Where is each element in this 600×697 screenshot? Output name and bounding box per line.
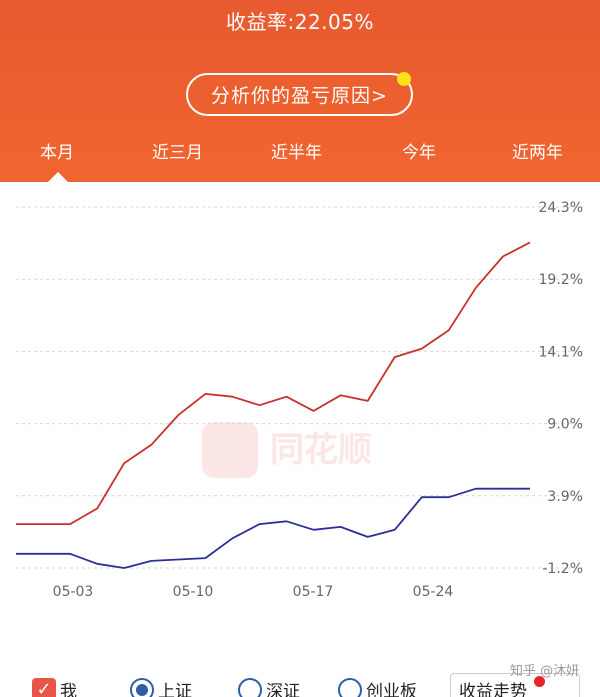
tab-two-years[interactable]: 近两年	[512, 143, 563, 163]
watermark: 同花顺	[200, 418, 400, 482]
watermark-logo-icon	[202, 422, 258, 478]
y-tick-label: -1.2%	[542, 561, 583, 577]
y-tick-label: 24.3%	[539, 200, 583, 216]
legend-chinext[interactable]: 创业板	[338, 677, 417, 697]
series-line-shanghai	[16, 487, 530, 569]
header: 收益率:22.05% 分析你的盈亏原因> 本月 近三月 近半年 今年 近两年	[0, 0, 600, 182]
x-tick-label: 05-10	[173, 584, 214, 600]
y-tick-label: 19.2%	[539, 272, 583, 288]
notification-dot	[397, 72, 411, 86]
tab-half-year[interactable]: 近半年	[271, 143, 322, 163]
y-axis-labels: 24.3% 19.2% 14.1% 9.0% 3.9% -1.2%	[539, 200, 583, 577]
tab-three-months[interactable]: 近三月	[152, 143, 203, 163]
y-tick-label: 14.1%	[539, 344, 583, 360]
yield-title: 收益率:22.05%	[226, 10, 374, 34]
yield-chart: 24.3%19.2%14.1%9.0%3.9%-1.2% 05-03 05-10 0…	[16, 200, 584, 600]
tab-this-year[interactable]: 今年	[402, 143, 436, 163]
chart-grid	[16, 206, 584, 569]
period-tabs: 本月 近三月 近半年 今年 近两年	[0, 134, 600, 182]
series-lines	[16, 241, 531, 569]
radio-empty-icon	[238, 677, 262, 697]
tab-this-month[interactable]: 本月	[40, 143, 74, 163]
trend-badge-dot	[534, 676, 545, 687]
radio-empty-icon	[338, 677, 362, 697]
y-tick-label: 9.0%	[547, 417, 583, 433]
x-tick-label: 05-17	[293, 584, 334, 600]
checkbox-checked-icon: ✓	[32, 677, 56, 697]
series-line-mine	[16, 241, 531, 526]
legend-bar: ✓ 我 上证 深证 创业板 收益走势	[0, 665, 600, 697]
radio-selected-icon	[130, 677, 154, 697]
active-tab-indicator	[48, 172, 68, 182]
legend-shenzhen[interactable]: 深证	[238, 677, 300, 697]
y-tick-label: 3.9%	[547, 489, 583, 505]
analyze-profit-loss-button[interactable]: 分析你的盈亏原因>	[186, 73, 413, 116]
legend-shenzhen-label: 深证	[266, 682, 300, 697]
legend-shanghai[interactable]: 上证	[130, 677, 192, 697]
legend-shanghai-label: 上证	[158, 682, 192, 697]
zhihu-watermark: 知乎 @沐妍	[510, 664, 580, 679]
x-tick-label: 05-24	[413, 584, 454, 600]
trend-button[interactable]: 收益走势	[450, 673, 580, 697]
watermark-text: 同花顺	[270, 430, 372, 470]
legend-mine-label: 我	[60, 682, 77, 697]
legend-mine[interactable]: ✓ 我	[32, 677, 77, 697]
x-tick-label: 05-03	[53, 584, 94, 600]
legend-chinext-label: 创业板	[366, 682, 417, 697]
x-axis-labels: 05-03 05-10 05-17 05-24	[53, 584, 454, 600]
